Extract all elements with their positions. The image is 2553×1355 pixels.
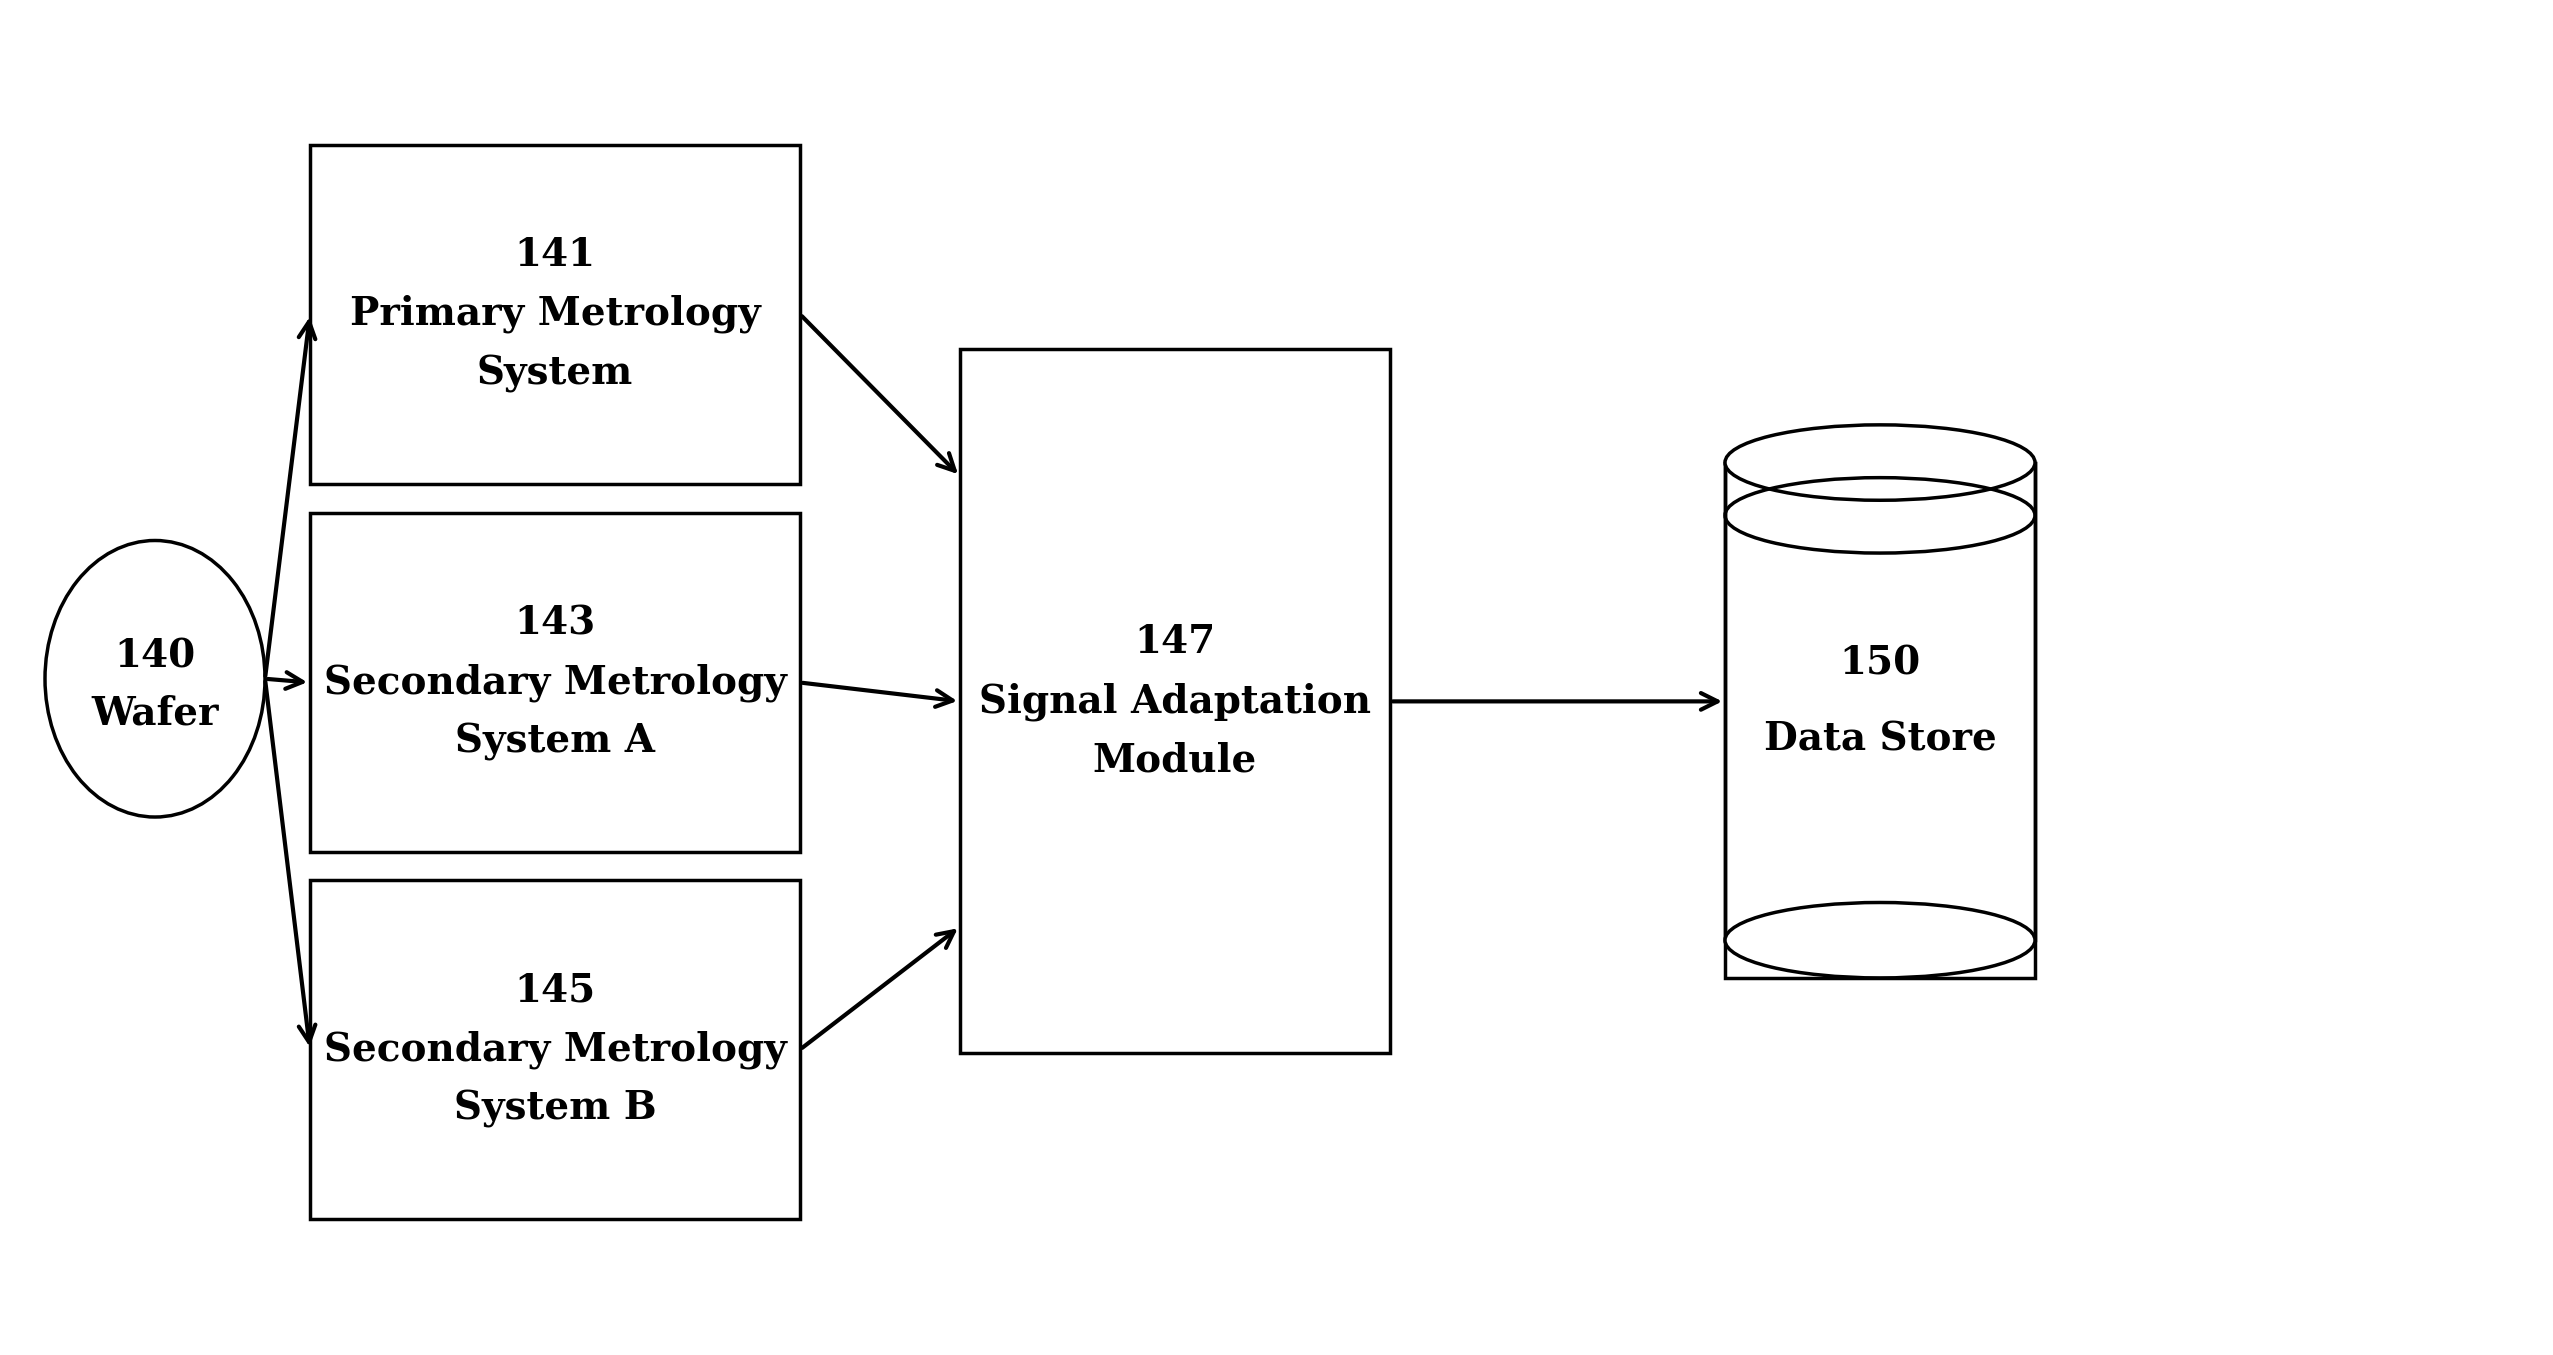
Text: 143
Secondary Metrology
System A: 143 Secondary Metrology System A <box>324 604 786 762</box>
Text: 147
Signal Adaptation
Module: 147 Signal Adaptation Module <box>978 623 1371 779</box>
Text: 141
Primary Metrology
System: 141 Primary Metrology System <box>350 236 761 393</box>
Text: 140: 140 <box>115 637 197 675</box>
FancyBboxPatch shape <box>309 512 799 852</box>
FancyBboxPatch shape <box>960 350 1389 1053</box>
Ellipse shape <box>1726 902 2035 978</box>
Ellipse shape <box>1726 425 2035 500</box>
Text: Data Store: Data Store <box>1764 720 1996 757</box>
Text: Wafer: Wafer <box>92 695 220 733</box>
Text: 145
Secondary Metrology
System B: 145 Secondary Metrology System B <box>324 972 786 1129</box>
FancyBboxPatch shape <box>309 879 799 1220</box>
Circle shape <box>46 541 266 817</box>
FancyBboxPatch shape <box>309 145 799 484</box>
FancyBboxPatch shape <box>1726 462 2035 978</box>
Text: 150: 150 <box>1838 645 1920 683</box>
